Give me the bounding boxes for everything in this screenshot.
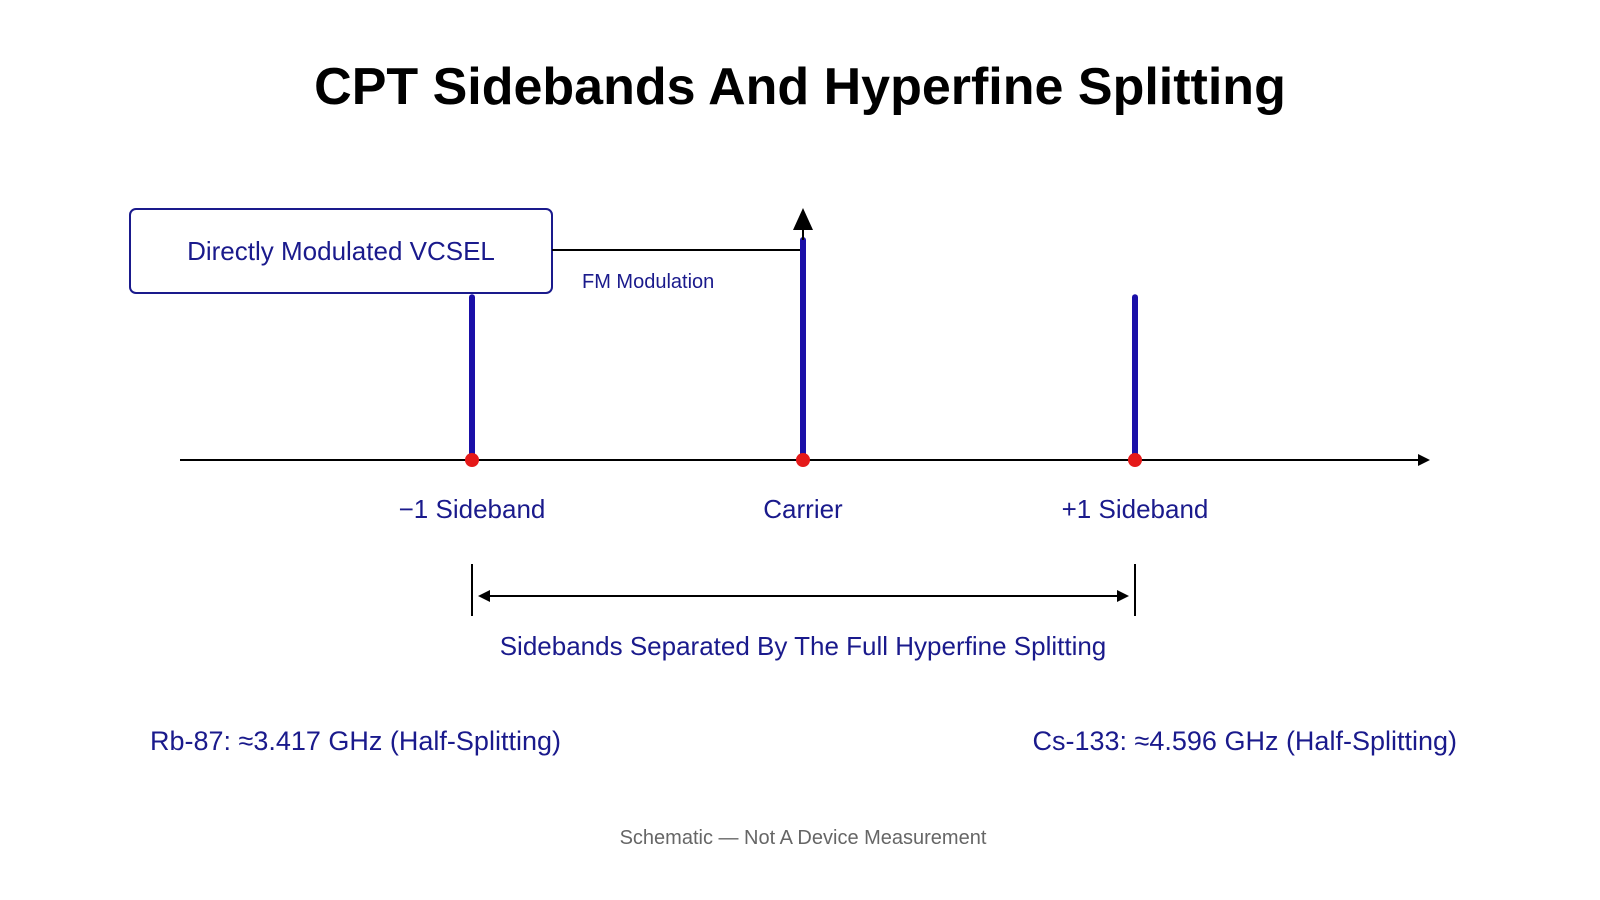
separation-label: Sidebands Separated By The Full Hyperfin… xyxy=(500,631,1107,661)
plus-one-sideband-marker xyxy=(1128,453,1142,467)
cs-note: Cs-133: ≈4.596 GHz (Half-Splitting) xyxy=(1033,726,1457,756)
carrier-marker xyxy=(796,453,810,467)
footer-note: Schematic — Not A Device Measurement xyxy=(620,827,987,849)
vcsel-box-label: Directly Modulated VCSEL xyxy=(187,236,495,266)
page-title: CPT Sidebands And Hyperfine Splitting xyxy=(314,58,1286,116)
separation-dimension: Sidebands Separated By The Full Hyperfin… xyxy=(471,564,1136,661)
spectrum-markers xyxy=(465,453,1142,467)
spectrum-lines xyxy=(469,208,1138,463)
minus-one-sideband-marker xyxy=(465,453,479,467)
spectrum-labels: −1 Sideband Carrier +1 Sideband xyxy=(399,494,1209,524)
minus-one-sideband-label: −1 Sideband xyxy=(399,494,546,524)
modulation-label: FM Modulation xyxy=(582,271,714,293)
vcsel-box: Directly Modulated VCSEL xyxy=(129,208,553,294)
rb-note: Rb-87: ≈3.417 GHz (Half-Splitting) xyxy=(150,726,561,756)
carrier-label: Carrier xyxy=(763,494,843,524)
plus-one-sideband-label: +1 Sideband xyxy=(1062,494,1209,524)
carrier-arrowhead xyxy=(793,208,813,230)
